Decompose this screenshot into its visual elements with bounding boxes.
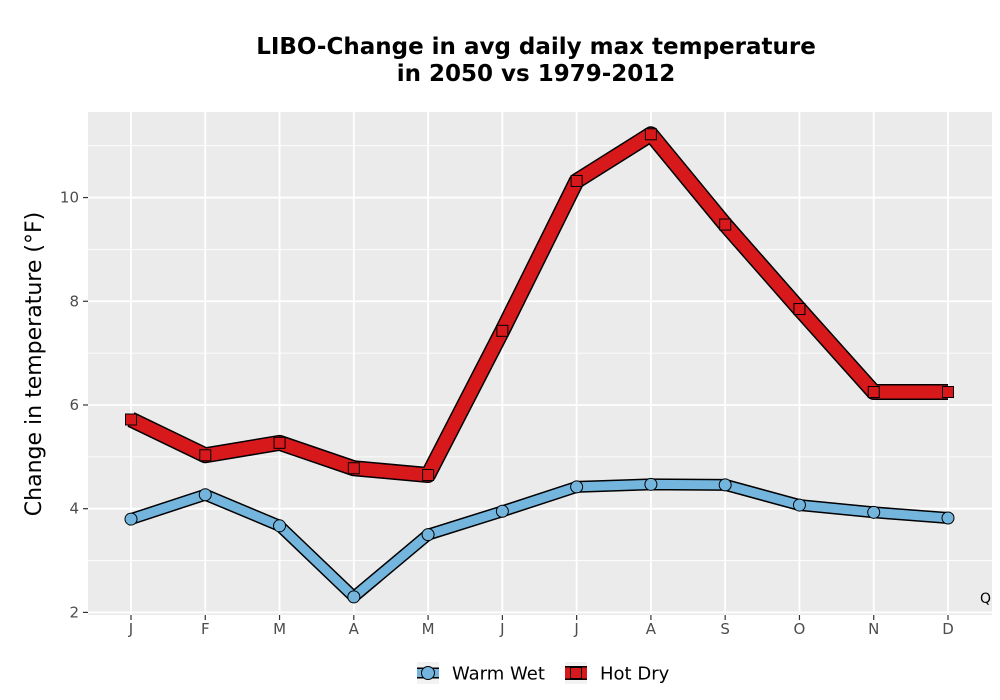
data-point [719, 218, 732, 231]
x-tick-label: N [868, 620, 879, 638]
chart-title-line-2: in 2050 vs 1979-2012 [397, 61, 676, 87]
series-hot-dry [125, 126, 954, 483]
y-axis: 2 4 6 8 10 [60, 189, 88, 621]
data-point [495, 504, 509, 518]
x-tick-label: M [273, 620, 286, 638]
series-line [129, 479, 949, 602]
data-point [867, 386, 880, 399]
x-tick-label: J [499, 620, 504, 638]
y-tick-label: 2 [69, 603, 79, 621]
legend-label: Hot Dry [600, 664, 670, 685]
corner-note: Q [980, 591, 991, 607]
data-point [199, 449, 212, 462]
x-tick-label: J [128, 620, 133, 638]
chart-title-line-1: LIBO-Change in avg daily max temperature [256, 34, 816, 60]
data-point [347, 590, 361, 604]
legend-label: Warm Wet [452, 664, 545, 685]
data-point [793, 303, 806, 316]
chart-title: LIBO-Change in avg daily max temperature… [256, 34, 816, 87]
data-point [867, 505, 881, 519]
data-point [570, 174, 583, 187]
data-point [347, 462, 360, 475]
data-point [198, 488, 212, 502]
data-point [942, 386, 954, 399]
data-point [941, 511, 955, 525]
legend-key-marker [421, 666, 435, 680]
data-point [570, 480, 584, 494]
y-tick-label: 8 [69, 292, 79, 310]
y-axis-title: Change in temperature (°F) [22, 212, 47, 516]
y-tick-label: 10 [60, 189, 79, 207]
x-tick-label: M [422, 620, 435, 638]
y-tick-label: 6 [69, 396, 79, 414]
data-point [273, 436, 286, 449]
series-layer [124, 126, 955, 604]
x-tick-label: O [794, 620, 806, 638]
data-point [496, 324, 509, 337]
legend-item: Hot Dry [565, 662, 670, 685]
data-point [644, 128, 657, 141]
legend: Warm Wet Hot Dry [417, 662, 670, 685]
data-point [422, 468, 435, 481]
x-tick-label: J [573, 620, 578, 638]
series-warm-wet [124, 477, 955, 604]
grid-lines [88, 112, 992, 615]
x-tick-label: F [201, 620, 210, 638]
legend-item: Warm Wet [417, 662, 545, 685]
data-point [273, 519, 287, 533]
data-point [124, 512, 138, 526]
data-point [718, 478, 732, 492]
series-line [128, 127, 948, 482]
legend-key-marker [570, 667, 582, 679]
data-point [125, 413, 137, 426]
y-tick-label: 4 [69, 500, 79, 518]
data-point [421, 528, 435, 542]
data-point [644, 477, 658, 491]
x-tick-label: A [646, 620, 657, 638]
x-tick-label: A [349, 620, 360, 638]
x-tick-label: S [720, 620, 730, 638]
data-point [792, 498, 806, 512]
x-tick-label: D [942, 620, 954, 638]
